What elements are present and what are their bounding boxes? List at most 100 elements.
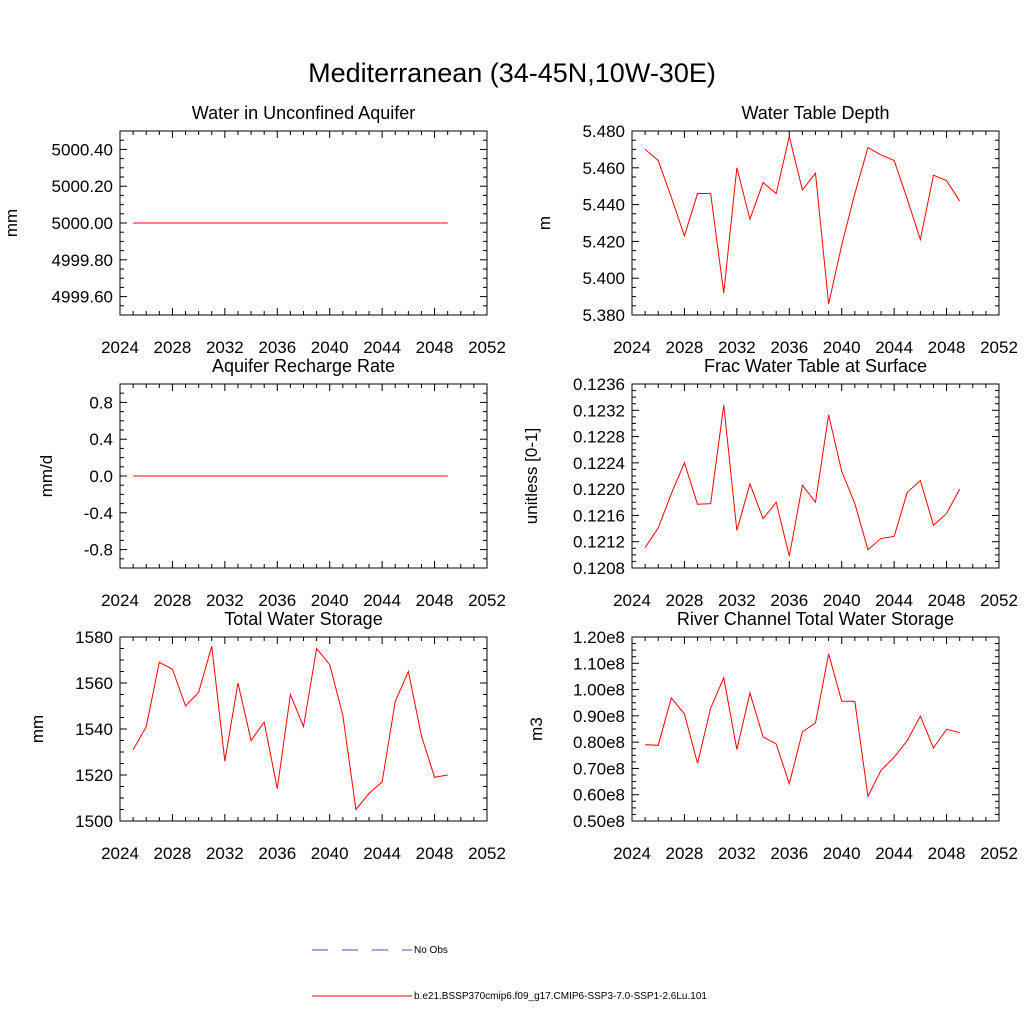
y-tick-label: 0.50e8	[573, 812, 625, 831]
y-axis-label: mm	[2, 209, 21, 237]
series-line	[644, 136, 961, 305]
x-tick-label: 2052	[980, 591, 1018, 610]
legend-label-model-run: b.e21.BSSP370cmip6.f09_g17.CMIP6-SSP3-7.…	[414, 991, 707, 1002]
x-tick-label: 2048	[928, 338, 966, 357]
panel-title: Aquifer Recharge Rate	[212, 356, 395, 376]
panel-title: River Channel Total Water Storage	[677, 609, 954, 629]
x-tick-label: 2040	[311, 591, 349, 610]
y-tick-label: 1580	[75, 628, 113, 647]
legend: No Obs b.e21.BSSP370cmip6.f09_g17.CMIP6-…	[312, 945, 707, 1002]
legend-item-no-obs: No Obs	[312, 945, 448, 956]
x-tick-label: 2032	[718, 338, 756, 357]
panel-2: 2024 2028 2032 2036 2040 2044 2048 2052 5.380 5.4…	[535, 103, 1018, 357]
x-tick-label: 2040	[823, 591, 861, 610]
y-tick-label: 5.400	[582, 269, 625, 288]
x-tick-label: 2024	[613, 338, 651, 357]
panels: 2024 2028 2032 2036 2040 2044 2048 2052 4999.60 4…	[2, 103, 1018, 863]
x-tick-label: 2028	[154, 338, 192, 357]
x-tick-label: 2052	[468, 338, 506, 357]
y-tick-label: 1520	[75, 766, 113, 785]
y-tick-label: 5.380	[582, 306, 625, 325]
x-tick-label: 2028	[666, 338, 704, 357]
y-tick-label: 0.1212	[573, 533, 625, 552]
y-tick-label: 5000.20	[52, 177, 113, 196]
x-tick-label: 2024	[101, 591, 139, 610]
x-tick-label: 2044	[875, 844, 913, 863]
y-tick-label: 0.80e8	[573, 733, 625, 752]
x-tick-label: 2048	[416, 338, 454, 357]
x-tick-label: 2036	[258, 844, 296, 863]
legend-label-no-obs: No Obs	[414, 945, 448, 956]
x-tick-label: 2048	[416, 844, 454, 863]
x-tick-label: 2052	[980, 844, 1018, 863]
x-tick-label: 2032	[206, 338, 244, 357]
y-tick-label: 0.90e8	[573, 707, 625, 726]
y-tick-label: 0.4	[89, 430, 113, 449]
y-tick-label: 5.480	[582, 122, 625, 141]
y-tick-label: 0.1232	[573, 401, 625, 420]
x-tick-label: 2040	[311, 338, 349, 357]
x-tick-label: 2052	[468, 844, 506, 863]
x-tick-label: 2044	[875, 338, 913, 357]
x-tick-label: 2036	[770, 591, 808, 610]
y-tick-label: 0.1208	[573, 559, 625, 578]
y-tick-label: 5000.40	[52, 140, 113, 159]
x-tick-label: 2032	[206, 844, 244, 863]
y-tick-label: 0.8	[89, 393, 113, 412]
y-tick-label: -0.8	[84, 541, 113, 560]
x-tick-label: 2048	[928, 591, 966, 610]
y-tick-label: 0.1224	[573, 454, 625, 473]
y-tick-label: 5.420	[582, 232, 625, 251]
x-tick-label: 2040	[823, 844, 861, 863]
x-tick-label: 2028	[666, 844, 704, 863]
series-line	[644, 404, 961, 557]
panel-3: 2024 2028 2032 2036 2040 2044 2048 2052 -0.8 -0.4…	[37, 356, 506, 610]
x-tick-label: 2040	[823, 338, 861, 357]
y-axis-label: mm	[28, 715, 47, 743]
panel-title: Total Water Storage	[224, 609, 382, 629]
x-tick-label: 2024	[101, 844, 139, 863]
legend-item-model-run: b.e21.BSSP370cmip6.f09_g17.CMIP6-SSP3-7.…	[312, 991, 707, 1002]
y-tick-label: 1560	[75, 674, 113, 693]
y-tick-label: 1.10e8	[573, 654, 625, 673]
x-tick-label: 2024	[101, 338, 139, 357]
x-tick-label: 2028	[154, 844, 192, 863]
y-tick-label: 1540	[75, 720, 113, 739]
y-tick-label: 5.440	[582, 196, 625, 215]
x-tick-label: 2044	[363, 338, 401, 357]
panel-4: 2024 2028 2032 2036 2040 2044 2048 2052 0.1208 0.…	[522, 356, 1018, 610]
y-tick-label: 1500	[75, 812, 113, 831]
panel-title: Water Table Depth	[741, 103, 889, 123]
panel-6: 2024 2028 2032 2036 2040 2044 2048 2052 0.50e8 0.…	[527, 609, 1018, 863]
panel-1: 2024 2028 2032 2036 2040 2044 2048 2052 4999.60 4…	[2, 103, 506, 357]
y-tick-label: 5000.00	[52, 214, 113, 233]
x-tick-label: 2052	[468, 591, 506, 610]
x-tick-label: 2048	[928, 844, 966, 863]
y-tick-label: 1.00e8	[573, 681, 625, 700]
y-tick-label: 0.1216	[573, 506, 625, 525]
y-tick-label: 1.20e8	[573, 628, 625, 647]
x-tick-label: 2024	[613, 844, 651, 863]
y-tick-label: -0.4	[84, 504, 113, 523]
y-axis-label: unitless [0-1]	[522, 428, 541, 524]
x-tick-label: 2028	[666, 591, 704, 610]
series-line	[132, 646, 448, 811]
x-tick-label: 2044	[875, 591, 913, 610]
y-axis-label: mm/d	[37, 455, 56, 498]
x-tick-label: 2036	[770, 338, 808, 357]
figure-title: Mediterranean (34-45N,10W-30E)	[308, 58, 716, 88]
x-tick-label: 2044	[363, 591, 401, 610]
y-tick-label: 0.0	[89, 467, 113, 486]
series-line	[645, 653, 960, 798]
x-tick-label: 2024	[613, 591, 651, 610]
y-axis-label: m3	[527, 717, 546, 741]
x-tick-label: 2044	[363, 844, 401, 863]
x-tick-label: 2048	[416, 591, 454, 610]
x-tick-label: 2040	[311, 844, 349, 863]
y-axis-label: m	[535, 216, 554, 230]
x-tick-label: 2036	[258, 591, 296, 610]
panel-title: Water in Unconfined Aquifer	[192, 103, 415, 123]
panel-title: Frac Water Table at Surface	[704, 356, 927, 376]
x-tick-label: 2036	[258, 338, 296, 357]
